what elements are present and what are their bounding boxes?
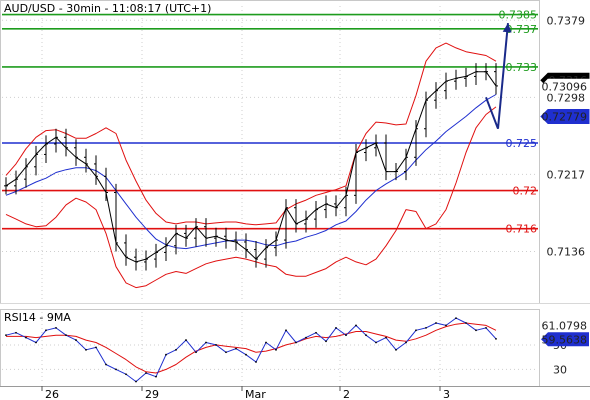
- rsi-point-2: [25, 336, 27, 339]
- rsi-point-6: [65, 334, 67, 337]
- rsi-tag-label-0: 61.0798: [542, 319, 588, 332]
- rsi-point-44: [445, 324, 447, 327]
- forecast-arrow-line: [485, 23, 509, 130]
- x-tick-label-0: 26: [45, 388, 59, 400]
- level-label-2: 0.733: [506, 61, 538, 74]
- rsi-point-25: [255, 361, 257, 363]
- rsi-point-3: [35, 341, 37, 344]
- rsi-point-45: [455, 317, 457, 320]
- price-tick-label-1: 0.7298: [547, 91, 586, 104]
- rsi-point-12: [125, 373, 127, 376]
- rsi-point-18: [185, 339, 187, 341]
- rsi-point-14: [145, 372, 147, 374]
- x-tick-label-1: 29: [145, 388, 159, 400]
- level-label-5: 0.716: [506, 223, 538, 236]
- rsi-point-24: [245, 353, 247, 356]
- rsi-point-22: [225, 351, 227, 354]
- rsi-point-4: [45, 329, 47, 332]
- price-tick-label-0: 0.7379: [547, 14, 586, 27]
- rsi-point-17: [175, 348, 177, 351]
- rsi-point-35: [355, 324, 357, 327]
- rsi-point-29: [295, 341, 297, 344]
- rsi-point-32: [325, 340, 327, 343]
- price-tag-label-1: 0.73096: [542, 80, 588, 93]
- rsi-point-39: [395, 348, 397, 351]
- rsi-point-49: [495, 337, 497, 340]
- price-tick-label-3: 0.7136: [547, 245, 586, 258]
- rsi-panel-frame: [0, 309, 540, 387]
- rsi-point-21: [215, 344, 217, 346]
- rsi-point-8: [85, 348, 87, 351]
- x-tick-label-4: 3: [443, 388, 450, 400]
- rsi-point-23: [235, 347, 237, 350]
- level-label-0: 0.7385: [499, 9, 538, 22]
- level-label-3: 0.725: [506, 137, 538, 150]
- rsi-point-46: [465, 322, 467, 324]
- rsi-point-30: [305, 336, 307, 339]
- rsi-tag-0: [541, 318, 589, 333]
- rsi-point-1: [15, 331, 17, 334]
- forecast-arrow: [485, 23, 512, 130]
- rsi-point-41: [415, 329, 417, 332]
- axis-labels: 0.73790.72980.72170.71362629Mar2350300.7…: [41, 14, 590, 400]
- price-panel-frame: [0, 0, 540, 304]
- bollinger-upper-line: [5, 42, 497, 226]
- rsi-point-9: [95, 346, 97, 349]
- rsi-point-19: [195, 351, 197, 354]
- rsi-series: [5, 317, 497, 383]
- rsi-point-27: [275, 348, 277, 351]
- bollinger-bands: [5, 42, 497, 289]
- rsi-point-42: [425, 326, 427, 329]
- rsi-point-16: [165, 353, 167, 356]
- level-label-1: 0.737: [506, 23, 538, 36]
- rsi-point-0: [5, 334, 7, 337]
- rsi-point-37: [375, 341, 377, 344]
- rsi-point-40: [405, 341, 407, 344]
- price-close-line: [5, 71, 497, 263]
- bollinger-lower-line: [5, 106, 497, 289]
- rsi-point-7: [75, 339, 77, 341]
- rsi-panel-title: RSI14 - 9MA: [4, 311, 71, 324]
- rsi-point-38: [385, 336, 387, 339]
- rsi-line: [5, 317, 497, 383]
- grid-layer: [2, 6, 538, 384]
- rsi-point-13: [135, 380, 137, 383]
- rsi-tick-label-1: 30: [553, 363, 567, 376]
- rsi-point-15: [155, 375, 157, 378]
- x-tick-label-2: Mar: [245, 388, 266, 400]
- rsi-point-26: [265, 341, 267, 344]
- rsi-point-48: [485, 326, 487, 329]
- x-tick-label-3: 2: [343, 388, 350, 400]
- rsi-point-10: [105, 363, 107, 366]
- rsi-point-5: [55, 326, 57, 329]
- price-series: [4, 63, 498, 271]
- rsi-ma-line: [6, 322, 497, 374]
- moving-average-line: [5, 94, 497, 250]
- price-tag-label-2: 0.72779: [542, 110, 588, 123]
- rsi-point-33: [335, 326, 337, 329]
- chart-title: AUD/USD - 30min - 11:08:17 (UTC+1): [4, 2, 211, 15]
- price-tick-label-2: 0.7217: [547, 168, 586, 181]
- level-label-4: 0.72: [513, 185, 538, 198]
- rsi-point-28: [285, 329, 287, 332]
- rsi-point-31: [315, 331, 317, 334]
- rsi-tag-label-1: 59.5638: [542, 333, 588, 346]
- forecast-arrow-head: [502, 23, 512, 33]
- rsi-point-36: [365, 334, 367, 337]
- rsi-point-43: [435, 322, 437, 324]
- price-tag-2: [540, 108, 590, 124]
- price-tag-1: [540, 78, 590, 94]
- rsi-point-20: [205, 341, 207, 344]
- rsi-point-11: [115, 368, 117, 371]
- rsi-point-34: [345, 334, 347, 337]
- rsi-point-47: [475, 329, 477, 332]
- rsi-tag-1: [541, 332, 589, 347]
